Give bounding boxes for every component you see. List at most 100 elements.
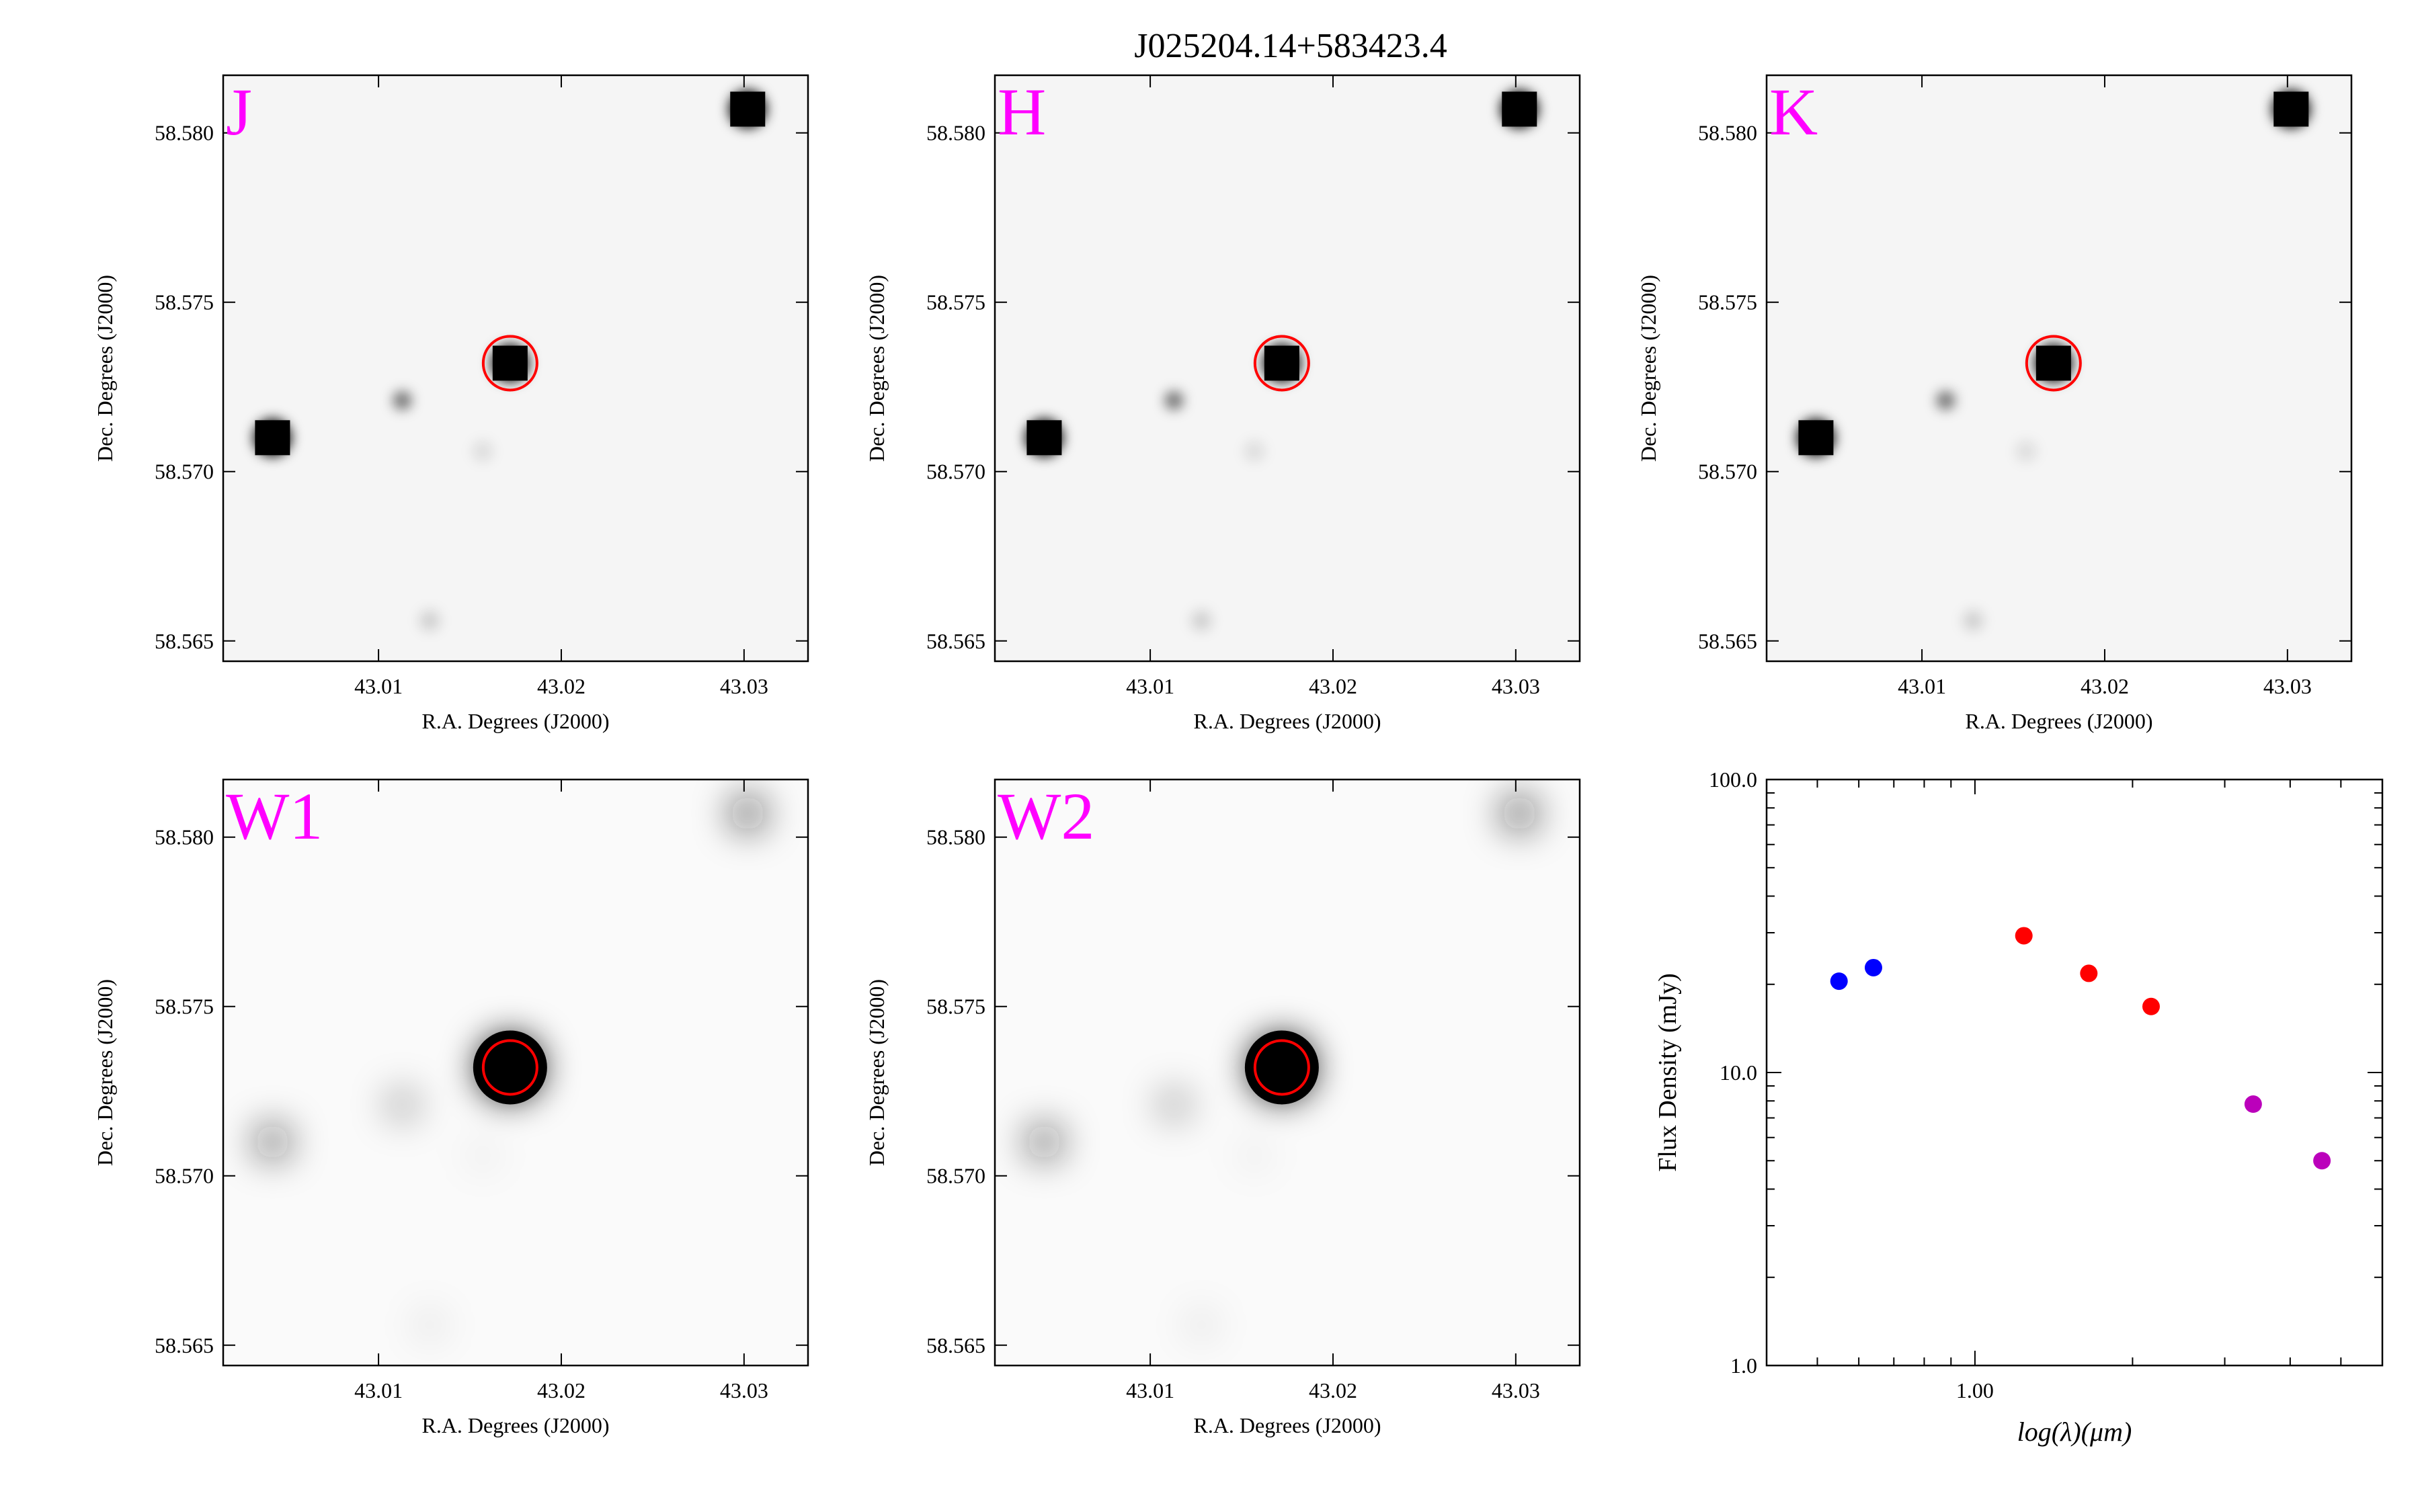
target-circle [2025,335,2082,392]
target-circle [1253,335,1310,392]
sed-chart: 1.0 10.0 100.0 1.00 log(λ)(μm) Flux Density (… [1654,767,2384,1447]
ra-tick-label: 43.01 [354,1378,403,1402]
star-core [1502,91,1537,127]
star-source [1499,793,1540,834]
dec-tick-label: 58.565 [155,629,214,653]
band-label: J [226,75,252,149]
dec-tick-label: 58.570 [926,1164,985,1188]
dec-tick-label: 58.580 [155,121,214,145]
star-core [2035,345,2071,381]
ra-tick-label: 43.01 [1126,1378,1174,1402]
x-axis-label: R.A. Degrees (J2000) [1193,709,1381,733]
sed-data-point [2015,927,2033,945]
dec-tick-label: 58.565 [1698,629,1757,653]
sed-data-point [1864,958,1882,976]
ra-tick-label: 43.02 [1309,1378,1357,1402]
star-source [252,1122,293,1163]
target-circle [481,1039,538,1096]
y-axis-label: Dec. Degrees (J2000) [864,275,889,462]
star-source [1164,390,1184,410]
sed-x-axis-label: log(λ)(μm) [2017,1417,2132,1447]
band-label: K [1769,75,1818,149]
star-source [419,610,441,632]
figure-title: J025204.14+583423.4 [1134,27,1447,65]
star-core [255,420,290,456]
dec-tick-label: 58.570 [926,460,985,484]
dec-tick-label: 58.570 [155,460,214,484]
dec-tick-label: 58.565 [155,1333,214,1357]
y-tick-label: 100.0 [1709,767,1757,792]
star-source [1191,610,1213,632]
ra-tick-label: 43.02 [537,674,586,698]
dec-tick-label: 58.580 [1698,121,1757,145]
ra-tick-label: 43.03 [1492,1378,1540,1402]
target-circle [481,335,538,392]
x-axis-label: R.A. Degrees (J2000) [1965,709,2152,733]
target-circle [1253,1039,1310,1096]
sed-data-point [1830,972,1848,991]
star-source [1155,1085,1193,1124]
sed-y-axis-label: Flux Density (mJy) [1654,973,1682,1172]
dec-tick-label: 58.575 [926,995,985,1019]
star-core [1798,420,1834,456]
dec-tick-label: 58.575 [926,290,985,314]
star-source [1936,390,1955,410]
star-source [464,1136,502,1175]
star-source [727,793,768,834]
ra-tick-label: 43.01 [354,674,403,698]
dec-tick-label: 58.580 [926,121,985,145]
star-source [411,1306,449,1344]
image-panels: 43.01 43.02 43.03 58.565 58.570 58.575 58.580 R… [93,74,2353,1437]
star-core [2273,91,2309,127]
panel-frame [222,778,809,1367]
sed-data-point [2142,997,2160,1015]
x-axis-label: R.A. Degrees (J2000) [421,1413,609,1437]
image-panel-w2: 43.01 43.02 43.03 58.565 58.570 58.575 58.580 R… [864,778,1581,1437]
ra-tick-label: 43.02 [537,1378,586,1402]
x-axis-label: R.A. Degrees (J2000) [1193,1413,1381,1437]
star-source [383,1085,421,1124]
star-source [393,390,412,410]
ra-tick-label: 43.02 [2081,674,2129,698]
y-axis-label: Dec. Degrees (J2000) [1636,275,1660,462]
image-panel-w1: 43.01 43.02 43.03 58.565 58.570 58.575 58.580 R… [93,778,809,1437]
panel-frame [994,74,1581,663]
y-axis-label: Dec. Degrees (J2000) [864,979,889,1166]
star-core [1026,420,1062,456]
ra-tick-label: 43.03 [720,1378,768,1402]
dec-tick-label: 58.565 [926,1333,985,1357]
x-tick-label: 1.00 [1956,1378,1994,1402]
sed-plot-frame [1765,778,2384,1367]
band-label: W1 [226,779,323,853]
ra-tick-label: 43.01 [1126,674,1174,698]
dec-tick-label: 58.580 [155,825,214,849]
band-label: W2 [998,779,1094,853]
sed-data-point [2080,964,2098,982]
ra-tick-label: 43.02 [1309,674,1357,698]
y-axis-label: Dec. Degrees (J2000) [93,275,117,462]
dec-tick-label: 58.570 [155,1164,214,1188]
star-source [1236,1136,1274,1175]
panel-frame [1765,74,2353,663]
panel-frame [222,74,809,663]
x-axis-label: R.A. Degrees (J2000) [421,709,609,733]
sed-data-point [2313,1152,2331,1170]
sed-data-point [2244,1095,2262,1114]
dec-tick-label: 58.575 [1698,290,1757,314]
ra-tick-label: 43.03 [2263,674,2312,698]
star-source [472,440,494,462]
star-source [1024,1122,1065,1163]
star-source [1962,610,1984,632]
dec-tick-label: 58.575 [155,995,214,1019]
star-source [1182,1306,1221,1344]
star-core [1264,345,1299,381]
ra-tick-label: 43.01 [1898,674,1946,698]
y-tick-label: 10.0 [1720,1060,1757,1085]
star-source [2015,440,2038,462]
y-tick-label: 1.0 [1730,1353,1757,1378]
ra-tick-label: 43.03 [1492,674,1540,698]
panel-frame [994,778,1581,1367]
ra-tick-label: 43.03 [720,674,768,698]
star-core [730,91,766,127]
